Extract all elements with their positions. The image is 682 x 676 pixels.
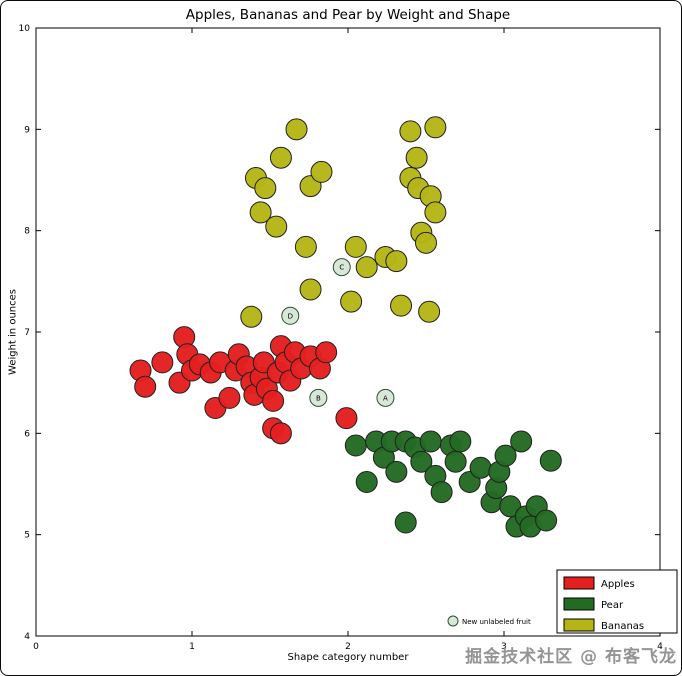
legend-swatch-bananas — [563, 618, 595, 632]
unlabeled-point-b — [309, 388, 328, 407]
axes-frame — [35, 27, 661, 637]
unlabeled-legend-marker — [447, 615, 459, 627]
point-apples — [335, 407, 358, 430]
point-pear — [469, 456, 492, 479]
legend-swatch-pear — [563, 597, 595, 611]
unlabeled-point-letter: A — [383, 394, 388, 402]
legend-label-apples: Apples — [601, 579, 635, 590]
point-pear — [385, 460, 408, 483]
point-pear — [539, 449, 562, 472]
point-bananas — [269, 146, 292, 169]
y-tick-label: 4 — [24, 632, 30, 642]
point-bananas — [340, 290, 363, 313]
chart-title: Apples, Bananas and Pear by Weight and S… — [185, 7, 511, 23]
point-bananas — [344, 235, 367, 258]
unlabeled-point-c — [332, 258, 351, 277]
point-bananas — [399, 120, 422, 143]
point-bananas — [249, 201, 272, 224]
x-tick-label: 4 — [657, 642, 663, 652]
point-pear — [494, 444, 517, 467]
unlabeled-point-a — [376, 388, 395, 407]
point-apples — [269, 422, 292, 445]
y-tick-label: 7 — [24, 328, 30, 338]
x-tick-label: 2 — [345, 642, 351, 652]
point-pear — [394, 511, 417, 534]
point-apples — [134, 375, 157, 398]
unlabeled-point-letter: C — [339, 264, 344, 272]
point-bananas — [299, 278, 322, 301]
point-pear — [419, 430, 442, 453]
y-tick-label: 10 — [19, 24, 31, 34]
point-pear — [449, 430, 472, 453]
y-axis-label: Weight in ounces — [7, 289, 19, 375]
x-axis-label: Shape category number — [287, 652, 409, 663]
point-bananas — [240, 305, 263, 328]
watermark: 掘金技术社区 @ 布客飞龙 — [465, 647, 677, 667]
point-pear — [355, 470, 378, 493]
x-tick-label: 1 — [189, 642, 195, 652]
point-pear — [430, 481, 453, 504]
x-tick-label: 3 — [501, 642, 507, 652]
y-tick-label: 8 — [24, 227, 30, 237]
point-bananas — [310, 160, 333, 183]
point-bananas — [405, 146, 428, 169]
unlabeled-point-d — [281, 306, 300, 325]
point-bananas — [254, 177, 277, 200]
y-tick-label: 5 — [24, 531, 30, 541]
legend-label-bananas: Bananas — [601, 621, 644, 632]
point-bananas — [385, 250, 408, 273]
point-pear — [410, 450, 433, 473]
point-apples — [151, 351, 174, 374]
point-pear — [510, 430, 533, 453]
point-pear — [444, 450, 467, 473]
point-apples — [218, 386, 241, 409]
legend-swatch-apples — [563, 576, 595, 590]
point-bananas — [355, 256, 378, 279]
point-pear — [535, 509, 558, 532]
legend-label-pear: Pear — [601, 600, 624, 611]
point-bananas — [415, 231, 437, 254]
unlabeled-legend-label: New unlabeled fruit — [462, 618, 531, 626]
point-pear — [499, 495, 522, 518]
point-bananas — [265, 215, 288, 238]
point-bananas — [418, 300, 441, 323]
point-apples — [262, 389, 285, 412]
point-bananas — [424, 201, 447, 224]
point-pear — [344, 434, 367, 457]
unlabeled-point-letter: B — [316, 394, 321, 402]
point-bananas — [294, 235, 317, 258]
point-bananas — [424, 116, 447, 139]
y-tick-label: 6 — [24, 429, 30, 439]
point-bananas — [390, 294, 413, 317]
y-tick-label: 9 — [24, 125, 30, 135]
x-tick-label: 0 — [33, 642, 39, 652]
unlabeled-point-letter: D — [288, 312, 293, 320]
point-bananas — [285, 118, 308, 141]
point-apples — [315, 341, 338, 364]
